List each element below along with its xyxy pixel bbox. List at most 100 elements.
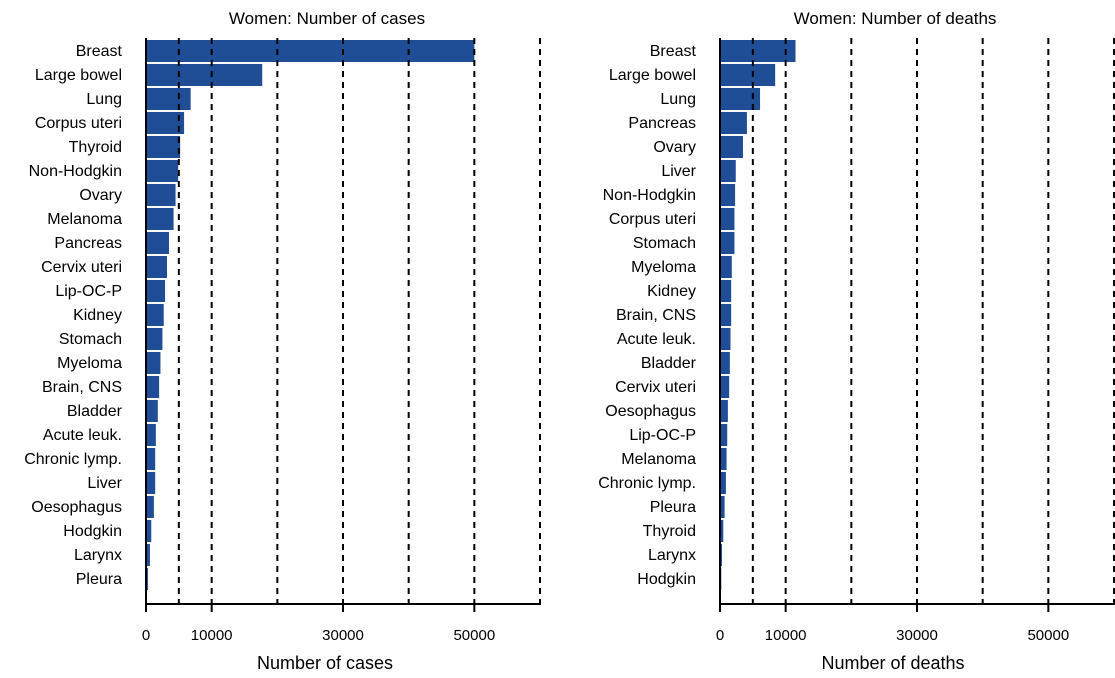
bar xyxy=(146,208,174,230)
bar xyxy=(146,232,169,254)
bar xyxy=(146,448,156,470)
chart-panel-cases: Women: Number of cases Breast Large bowel L… xyxy=(24,9,541,673)
category-label: Chronic lymp. xyxy=(598,475,696,492)
bar xyxy=(146,376,160,398)
category-label: Hodgkin xyxy=(63,523,122,540)
bar xyxy=(720,400,728,422)
category-label: Large bowel xyxy=(35,67,122,84)
bar xyxy=(720,328,731,350)
category-label: Larynx xyxy=(648,547,696,564)
category-label: Cervix uteri xyxy=(615,379,696,396)
category-label: Corpus uteri xyxy=(609,211,696,228)
category-label: Pancreas xyxy=(628,115,696,132)
chart-title: Women: Number of deaths xyxy=(794,9,997,28)
category-label: Brain, CNS xyxy=(616,307,696,324)
bar xyxy=(720,496,725,518)
bar xyxy=(720,256,732,278)
bar xyxy=(146,304,164,326)
category-label: Large bowel xyxy=(609,67,696,84)
bar xyxy=(720,472,726,494)
category-label: Oesophagus xyxy=(605,403,696,420)
bar xyxy=(720,232,735,254)
category-label: Acute leuk. xyxy=(43,427,122,444)
bar xyxy=(146,472,156,494)
category-label: Liver xyxy=(661,163,696,180)
category-label: Acute leuk. xyxy=(617,331,696,348)
chart-panel-deaths: Women: Number of deaths Breast Large bowel… xyxy=(598,9,1115,673)
bar xyxy=(146,64,263,86)
category-label: Cervix uteri xyxy=(41,259,122,276)
category-label: Non-Hodgkin xyxy=(29,163,122,180)
category-label: Kidney xyxy=(73,307,122,324)
bar xyxy=(146,544,150,566)
category-label: Brain, CNS xyxy=(42,379,122,396)
category-label: Lip-OC-P xyxy=(55,283,122,300)
x-tick-label: 30000 xyxy=(896,627,938,644)
bar xyxy=(720,520,724,542)
x-tick-label: 0 xyxy=(716,627,724,644)
category-label: Pancreas xyxy=(54,235,122,252)
bar xyxy=(146,256,168,278)
category-label: Breast xyxy=(76,43,123,60)
bar xyxy=(720,160,736,182)
category-label: Stomach xyxy=(59,331,122,348)
bar xyxy=(720,88,761,110)
bar xyxy=(720,352,730,374)
bar xyxy=(146,40,475,62)
category-label: Breast xyxy=(650,43,697,60)
bar xyxy=(146,424,156,446)
bar xyxy=(146,136,181,158)
category-label: Corpus uteri xyxy=(35,115,122,132)
bar xyxy=(146,496,154,518)
category-label: Stomach xyxy=(633,235,696,252)
bar xyxy=(720,424,728,446)
x-axis-label: Number of cases xyxy=(257,653,393,673)
bar xyxy=(146,520,152,542)
category-label: Thyroid xyxy=(69,139,122,156)
bar xyxy=(720,280,732,302)
category-label: Bladder xyxy=(641,355,697,372)
x-tick-label: 50000 xyxy=(1027,627,1069,644)
category-label: Bladder xyxy=(67,403,123,420)
bar xyxy=(146,112,185,134)
bar xyxy=(720,376,730,398)
category-label: Myeloma xyxy=(57,355,122,372)
bar xyxy=(146,184,176,206)
x-tick-label: 50000 xyxy=(453,627,495,644)
x-tick-label: 30000 xyxy=(322,627,364,644)
bar xyxy=(720,64,776,86)
category-label: Pleura xyxy=(76,571,122,588)
category-label: Thyroid xyxy=(643,523,696,540)
x-tick-label: 10000 xyxy=(765,627,807,644)
category-label: Kidney xyxy=(647,283,696,300)
x-axis-label: Number of deaths xyxy=(821,653,964,673)
category-label: Hodgkin xyxy=(637,571,696,588)
bar xyxy=(720,208,735,230)
bar xyxy=(146,352,161,374)
category-label: Myeloma xyxy=(631,259,696,276)
category-label: Ovary xyxy=(653,139,696,156)
category-label: Ovary xyxy=(79,187,122,204)
bar xyxy=(720,448,727,470)
chart-title: Women: Number of cases xyxy=(229,9,425,28)
bar xyxy=(720,112,747,134)
category-label: Oesophagus xyxy=(31,499,122,516)
category-label: Lung xyxy=(86,91,122,108)
category-label: Lip-OC-P xyxy=(629,427,696,444)
bar xyxy=(146,88,191,110)
category-label: Chronic lymp. xyxy=(24,451,122,468)
bar xyxy=(146,328,163,350)
bar xyxy=(720,40,796,62)
category-label: Liver xyxy=(87,475,122,492)
bar xyxy=(146,400,158,422)
category-label: Non-Hodgkin xyxy=(603,187,696,204)
bar xyxy=(720,184,736,206)
category-label: Melanoma xyxy=(621,451,696,468)
category-label: Pleura xyxy=(650,499,696,516)
x-tick-label: 0 xyxy=(142,627,150,644)
bar xyxy=(146,280,166,302)
category-label: Lung xyxy=(660,91,696,108)
category-label: Larynx xyxy=(74,547,122,564)
bar xyxy=(720,304,732,326)
